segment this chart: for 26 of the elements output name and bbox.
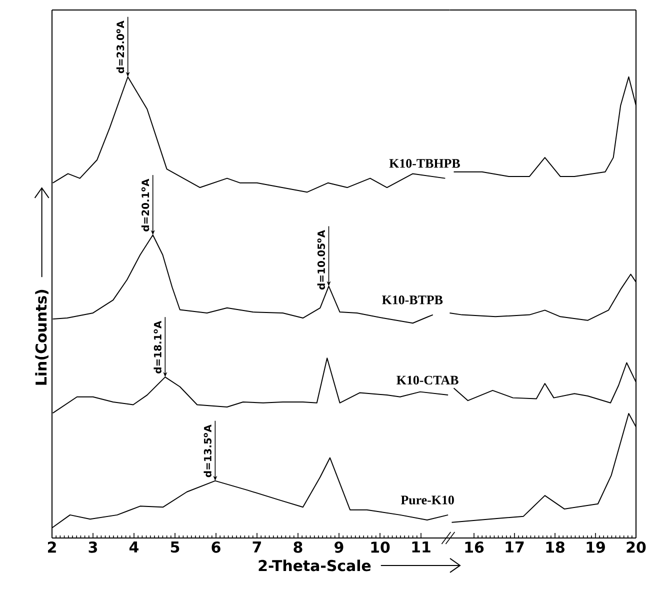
series-label: Pure-K10 — [400, 496, 454, 504]
series-label: K10-BTPB — [382, 296, 443, 304]
series-label: K10-TBHPB — [389, 159, 460, 168]
x-tick-label: 17 — [506, 542, 524, 552]
x-tick-label: 19 — [586, 542, 605, 553]
x-tick-label: 11 — [412, 542, 430, 552]
x-tick-label: 20 — [626, 542, 646, 553]
x-tick-label: 2 — [48, 542, 56, 553]
x-tick-label: 8 — [294, 542, 302, 553]
annotation: d=23.0$^{o}$A — [116, 20, 124, 74]
x-tick-label: 6 — [212, 542, 220, 553]
x-tick-label: 16 — [465, 542, 484, 553]
annotation: d=13.5$^{o}$A — [204, 424, 212, 478]
annotation: d=20.1$^{o}$A — [141, 178, 150, 232]
x-axis-title: 2-Theta-Scale — [258, 560, 371, 572]
annotation: d=10.05$^{o}$A — [317, 230, 326, 290]
x-tick-label: 18 — [546, 542, 564, 553]
x-tick-label: 10 — [371, 542, 390, 553]
series-label: K10-CTAB — [396, 376, 458, 385]
annotation: d=18.1$^{o}$A — [154, 320, 162, 374]
x-tick-label: 7 — [252, 542, 262, 552]
x-tick-label: 3 — [88, 542, 98, 553]
x-tick-label: 4 — [129, 542, 139, 552]
x-tick-label: 5 — [170, 542, 180, 553]
x-tick-label: 9 — [334, 542, 344, 553]
y-axis-title: Lin(Counts) — [35, 290, 48, 385]
